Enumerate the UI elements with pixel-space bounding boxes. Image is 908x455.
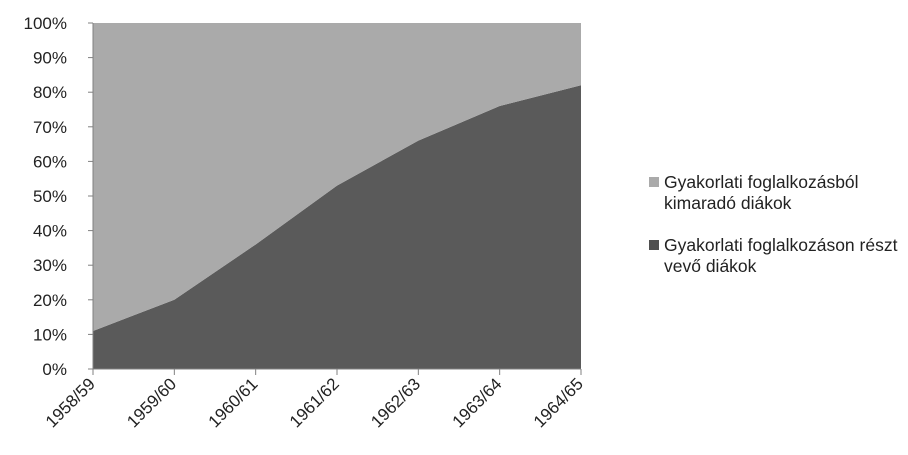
y-tick-label: 50% xyxy=(33,187,67,206)
y-tick-label: 100% xyxy=(24,14,67,33)
y-tick-label: 30% xyxy=(33,256,67,275)
y-tick-label: 90% xyxy=(33,49,67,68)
legend-label-reszt-vevo: Gyakorlati foglalkozáson részt vevő diák… xyxy=(664,235,898,276)
x-tick-label: 1963/64 xyxy=(449,374,506,431)
x-tick-label: 1959/60 xyxy=(123,374,180,431)
y-tick-label: 80% xyxy=(33,83,67,102)
x-tick-label: 1962/63 xyxy=(367,374,424,431)
x-axis: 1958/59 1959/60 1960/61 1961/62 1962/63 1963/… xyxy=(42,368,587,431)
x-tick-label: 1958/59 xyxy=(42,374,99,431)
plot-area xyxy=(93,23,581,369)
legend-label-kimarado: Gyakorlati foglalkozásból kimaradó diáko… xyxy=(664,172,859,213)
x-tick-label: 1961/62 xyxy=(286,374,343,431)
y-tick-label: 20% xyxy=(33,291,67,310)
y-axis: 0% 10% 20% 30% 40% 50% 60% 70% 80% 90% 100% xyxy=(24,14,94,379)
x-tick-label: 1964/65 xyxy=(530,374,587,431)
x-tick-label: 1960/61 xyxy=(205,374,262,431)
y-tick-label: 60% xyxy=(33,152,67,171)
legend-swatch-kimarado xyxy=(649,177,659,187)
y-tick-label: 40% xyxy=(33,222,67,241)
y-tick-label: 10% xyxy=(33,325,67,344)
area-series-0 xyxy=(93,23,581,331)
y-tick-label: 0% xyxy=(42,360,67,379)
area-series-1 xyxy=(93,85,581,369)
legend-item-reszt-vevo: Gyakorlati foglalkozáson részt vevő diák… xyxy=(649,235,904,277)
y-tick-label: 70% xyxy=(33,118,67,137)
legend-item-kimarado: Gyakorlati foglalkozásból kimaradó diáko… xyxy=(649,172,904,214)
legend: Gyakorlati foglalkozásból kimaradó diáko… xyxy=(649,172,904,298)
legend-swatch-reszt-vevo xyxy=(649,240,659,250)
